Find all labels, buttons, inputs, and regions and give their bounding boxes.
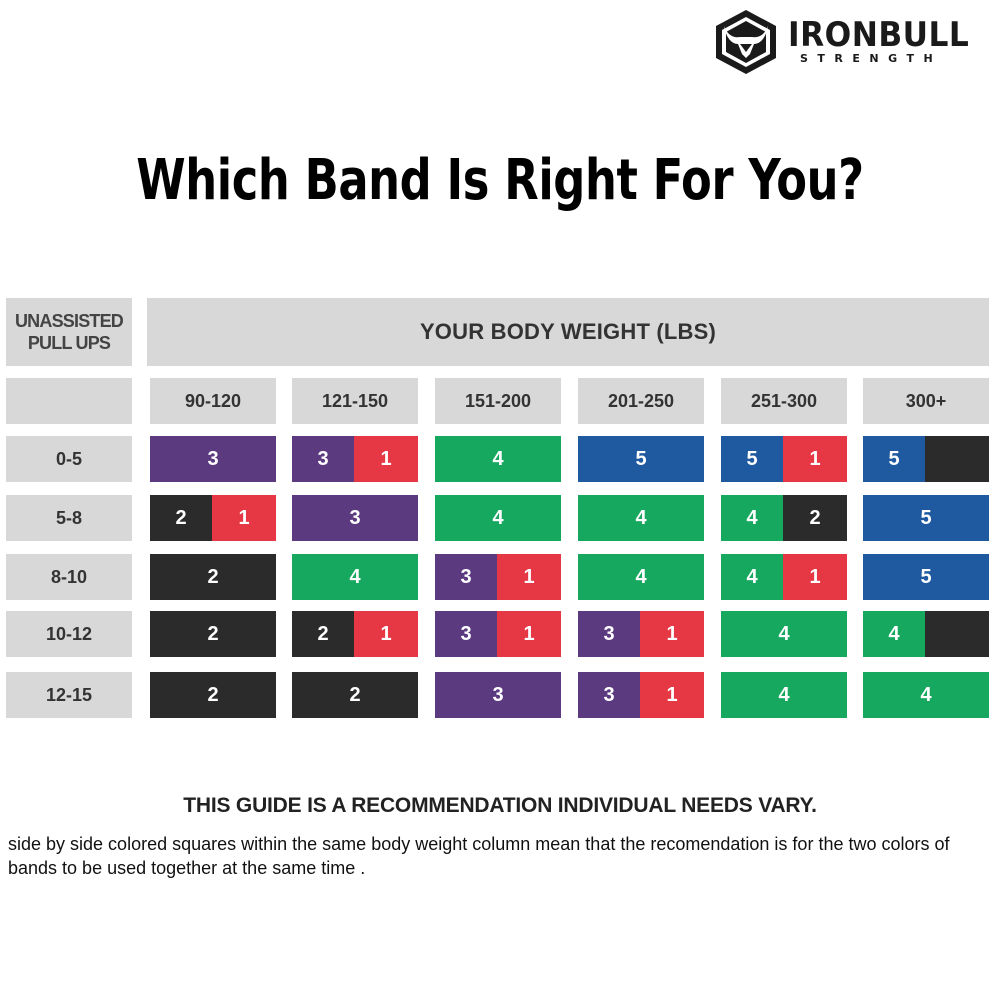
bull-head-icon [716, 10, 776, 74]
band-black-segment: 2 [150, 554, 276, 600]
band-red-segment: 1 [640, 611, 704, 657]
band-black-segment: 2 [783, 495, 847, 541]
band-green-segment: 4 [863, 672, 989, 718]
band-green-segment: 4 [721, 672, 847, 718]
band-cell: 5 [863, 554, 989, 600]
band-cell: 4 [578, 554, 704, 600]
band-cell: 3 [435, 672, 561, 718]
band-cell: 2 [292, 672, 418, 718]
explanation-text: side by side colored squares within the … [8, 834, 950, 878]
band-cell: 2 [150, 554, 276, 600]
band-green-segment: 4 [863, 611, 925, 657]
blank-header-cell [6, 378, 132, 424]
band-red-segment: 1 [640, 672, 704, 718]
band-red-segment: 1 [783, 554, 847, 600]
band-cell: 4 [721, 611, 847, 657]
band-purple-segment: 3 [435, 672, 561, 718]
band-black-segment: 2 [150, 672, 276, 718]
band-cell: 4 [435, 436, 561, 482]
band-blue-segment: 5 [721, 436, 783, 482]
corner-label-line1: UNASSISTED [14, 311, 124, 331]
band-black-segment [925, 436, 989, 482]
band-purple-segment: 3 [578, 672, 640, 718]
corner-label-line2: PULL UPS [27, 333, 111, 353]
band-purple-segment: 3 [435, 611, 497, 657]
column-header: 201-250 [578, 378, 704, 424]
column-header: 151-200 [435, 378, 561, 424]
band-cell: 4 [435, 495, 561, 541]
band-purple-segment: 3 [435, 554, 497, 600]
column-header: 121-150 [292, 378, 418, 424]
band-red-segment: 1 [354, 611, 418, 657]
band-black-segment: 2 [150, 611, 276, 657]
band-cell: 5 [578, 436, 704, 482]
band-red-segment: 1 [354, 436, 418, 482]
band-green-segment: 4 [435, 436, 561, 482]
band-purple-segment: 3 [578, 611, 640, 657]
page-title: Which Band Is Right For You? [136, 148, 864, 213]
band-red-segment: 1 [212, 495, 276, 541]
row-header: 5-8 [6, 495, 132, 541]
brand-name: IRONBULL [788, 15, 970, 55]
disclaimer-text: THIS GUIDE IS A RECOMMENDATION INDIVIDUA… [183, 794, 817, 817]
body-weight-header: YOUR BODY WEIGHT (LBS) [147, 298, 989, 366]
band-red-segment: 1 [497, 554, 561, 600]
band-green-segment: 4 [721, 611, 847, 657]
band-purple-segment: 3 [150, 436, 276, 482]
band-cell: 2 [150, 672, 276, 718]
band-cell: 4 [863, 611, 989, 657]
column-header: 300+ [863, 378, 989, 424]
band-black-segment [925, 611, 989, 657]
band-blue-segment: 5 [578, 436, 704, 482]
band-blue-segment: 5 [863, 554, 989, 600]
corner-header: UNASSISTED PULL UPS [6, 298, 132, 366]
band-green-segment: 4 [578, 554, 704, 600]
brand-logo: IRONBULL STRENGTH [710, 6, 990, 78]
band-cell: 3 [150, 436, 276, 482]
band-green-segment: 4 [578, 495, 704, 541]
band-cell: 4 [721, 672, 847, 718]
band-purple-segment: 3 [292, 495, 418, 541]
row-header: 12-15 [6, 672, 132, 718]
band-cell: 4 [292, 554, 418, 600]
band-cell: 4 [578, 495, 704, 541]
band-cell: 2 [150, 611, 276, 657]
row-header: 0-5 [6, 436, 132, 482]
band-blue-segment: 5 [863, 495, 989, 541]
band-green-segment: 4 [721, 495, 783, 541]
band-cell: 5 [863, 436, 989, 482]
band-red-segment: 1 [783, 436, 847, 482]
column-header: 251-300 [721, 378, 847, 424]
band-black-segment: 2 [150, 495, 212, 541]
row-header: 8-10 [6, 554, 132, 600]
band-purple-segment: 3 [292, 436, 354, 482]
row-header: 10-12 [6, 611, 132, 657]
band-green-segment: 4 [292, 554, 418, 600]
band-black-segment: 2 [292, 611, 354, 657]
band-green-segment: 4 [435, 495, 561, 541]
band-cell: 4 [863, 672, 989, 718]
brand-tagline: STRENGTH [800, 52, 943, 65]
band-black-segment: 2 [292, 672, 418, 718]
band-blue-segment: 5 [863, 436, 925, 482]
band-cell: 5 [863, 495, 989, 541]
column-header: 90-120 [150, 378, 276, 424]
band-red-segment: 1 [497, 611, 561, 657]
band-green-segment: 4 [721, 554, 783, 600]
band-cell: 3 [292, 495, 418, 541]
